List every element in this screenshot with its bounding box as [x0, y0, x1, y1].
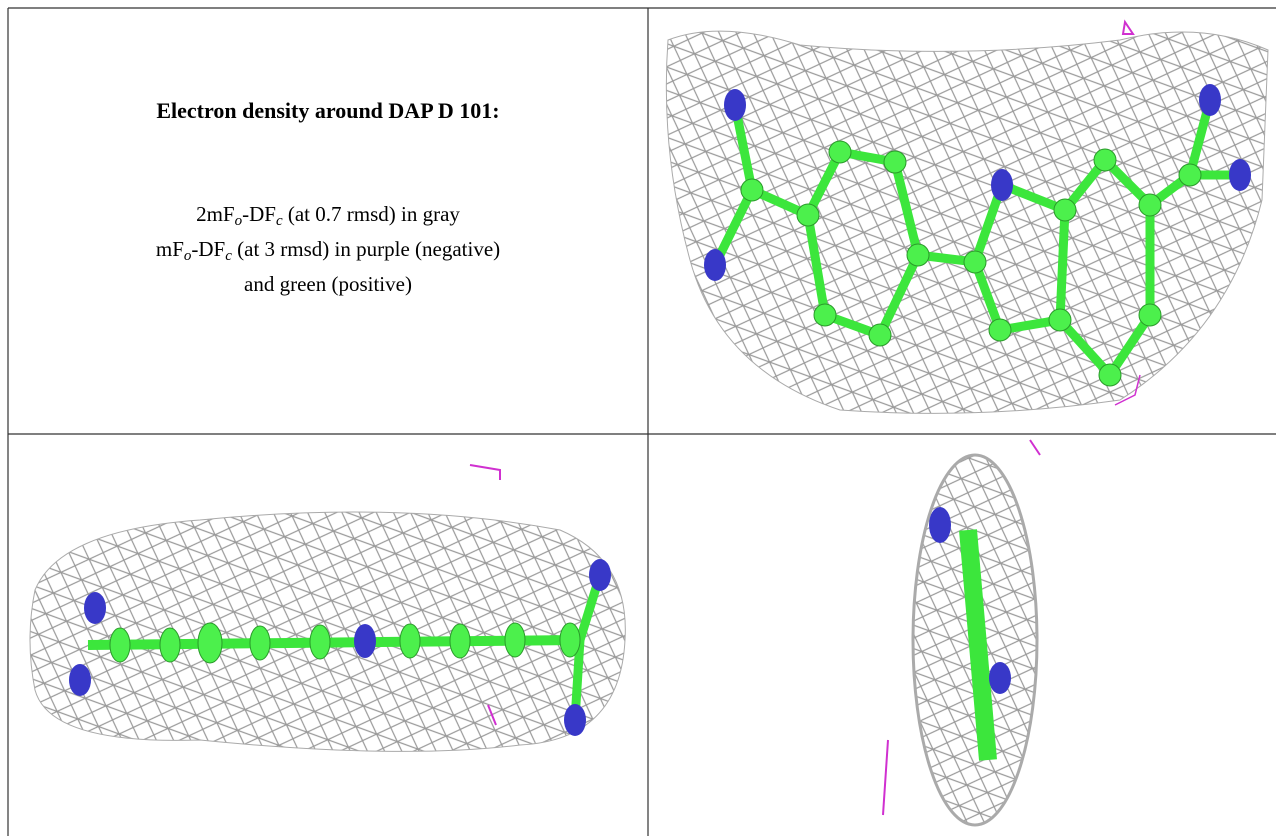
cell-caption: 2mFo-DFc (at 0.7 rmsd) in gray mFo-DFc (a…: [8, 200, 648, 298]
caption-text: (at 3 rmsd) in purple (negative): [231, 237, 501, 261]
caption-text: -DF: [191, 237, 226, 261]
caption-line: mFo-DFc (at 3 rmsd) in purple (negative): [8, 235, 648, 270]
caption-text: and green (positive): [244, 272, 412, 296]
subscript: c: [225, 248, 232, 264]
density-view-end: [882, 439, 1041, 827]
subscript: o: [234, 213, 243, 229]
caption-text: 2mF: [196, 202, 235, 226]
caption-line: 2mFo-DFc (at 0.7 rmsd) in gray: [8, 200, 648, 235]
subscript: o: [183, 248, 192, 264]
caption-text: mF: [155, 237, 184, 261]
subscript: c: [275, 213, 283, 229]
caption-line: and green (positive): [8, 270, 648, 298]
cell-title: Electron density around DAP D 101:: [156, 98, 500, 123]
density-view-side: [29, 464, 626, 752]
density-view-top: [665, 19, 1269, 414]
caption-text: (at 0.7 rmsd) in gray: [282, 202, 460, 226]
table-borders: [7, 7, 1276, 836]
caption-text: -DF: [242, 202, 276, 226]
